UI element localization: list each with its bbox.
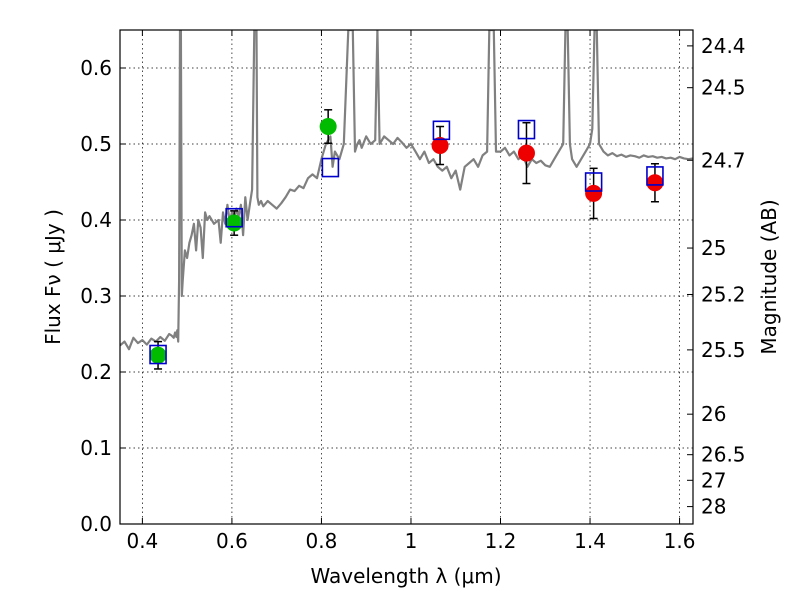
y2-tick-label: 27 — [701, 468, 726, 492]
y2-tick-label: 24.4 — [701, 34, 746, 58]
model-square-marker — [584, 172, 603, 192]
y-tick-label: 0.2 — [80, 360, 112, 384]
y-axis-label: Flux Fν ( μJy ) — [41, 209, 65, 345]
green-data-point — [319, 118, 337, 136]
x-tick-label: 1.6 — [664, 529, 696, 553]
red-data-point — [431, 137, 449, 155]
y-tick-label: 0.5 — [80, 132, 112, 156]
model-photometry-squares — [149, 119, 664, 365]
y-tick-label: 0.3 — [80, 284, 112, 308]
y-axis-ticks: 0.0 0.1 0.2 0.3 0.4 0.5 0.6 — [80, 56, 126, 536]
x-tick-label: 0.8 — [306, 529, 338, 553]
y2-axis-label: Magnitude (AB) — [757, 199, 781, 354]
x-tick-label: 0.6 — [216, 529, 248, 553]
plot-frame — [119, 29, 694, 525]
model-square-marker — [646, 166, 664, 186]
y2-tick-label: 26.5 — [701, 443, 746, 467]
model-square-marker — [432, 120, 451, 141]
photometry-points — [149, 118, 664, 364]
y2-tick-label: 25.2 — [701, 282, 746, 306]
y2-tick-label: 25.5 — [701, 338, 746, 362]
y-tick-label: 0.1 — [80, 436, 112, 460]
x-tick-label: 1.4 — [574, 529, 606, 553]
y-tick-label: 0.6 — [80, 56, 112, 80]
model-square-marker — [321, 157, 340, 178]
model-spectrum-line — [120, 30, 693, 351]
y-tick-label: 0.0 — [80, 512, 112, 536]
x-axis-label: Wavelength λ (μm) — [310, 564, 501, 588]
green-data-point — [225, 214, 243, 232]
y-tick-label: 0.4 — [80, 208, 112, 232]
x-tick-label: 1.2 — [485, 529, 517, 553]
model-spectrum — [120, 30, 693, 351]
model-square-marker — [517, 119, 536, 140]
y2-tick-label: 25 — [701, 236, 726, 260]
y2-axis-ticks: 24.4 24.5 24.7 25 25.2 25.5 26 26.527 28 — [687, 34, 746, 519]
y2-tick-label: 28 — [701, 495, 726, 519]
red-data-point — [585, 184, 603, 202]
red-data-point — [517, 144, 535, 162]
y2-tick-label: 24.7 — [701, 148, 746, 172]
y2-tick-label: 26 — [701, 402, 726, 426]
x-tick-label: 0.4 — [126, 529, 158, 553]
x-axis-ticks: 0.4 0.6 0.8 1 1.2 1.4 1.6 — [126, 30, 695, 553]
x-tick-label: 1 — [405, 529, 418, 553]
grid — [120, 30, 693, 525]
model-square-marker — [225, 207, 243, 228]
green-data-point — [149, 346, 167, 364]
y2-tick-label: 24.5 — [701, 76, 746, 100]
model-square-marker — [149, 344, 167, 365]
red-data-point — [646, 174, 664, 192]
